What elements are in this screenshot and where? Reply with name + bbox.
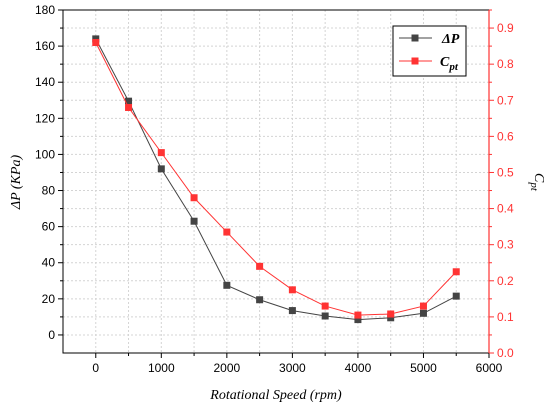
y-right-tick-label: 0.8 (497, 57, 514, 71)
series-marker-1 (354, 311, 362, 319)
series-marker-0 (190, 217, 198, 225)
y-right-tick-label: 0.9 (497, 21, 514, 35)
y-left-tick-label: 180 (35, 3, 55, 17)
y-right-tick-label: 0.7 (497, 93, 514, 107)
y-left-tick-label: 0 (48, 328, 55, 342)
series-marker-0 (288, 307, 296, 315)
y-left-tick-label: 60 (42, 220, 56, 234)
y-left-tick-label: 80 (42, 184, 56, 198)
series-marker-1 (387, 310, 395, 318)
y-left-tick-label: 160 (35, 39, 55, 53)
y-axis-right-title-sub: pt (528, 181, 540, 192)
x-tick-label: 6000 (476, 361, 503, 375)
y-axis-right-title: Cpt (528, 173, 546, 192)
series-marker-0 (256, 296, 264, 304)
y-right-tick-label: 0.5 (497, 165, 514, 179)
legend-marker-dp (411, 34, 419, 42)
x-tick-label: 3000 (279, 361, 306, 375)
y-right-tick-label: 0.6 (497, 129, 514, 143)
series-marker-1 (288, 286, 296, 294)
series-marker-0 (92, 35, 100, 43)
series-marker-0 (387, 314, 395, 322)
y-left-tick-label: 140 (35, 75, 55, 89)
series-marker-0 (223, 281, 231, 289)
series-marker-0 (419, 309, 427, 317)
y-right-tick-label: 0.2 (497, 274, 514, 288)
series-marker-1 (125, 103, 133, 111)
y-left-tick-label: 120 (35, 111, 55, 125)
series-line-1 (95, 42, 457, 316)
y-axis-right-title-main: C (531, 173, 546, 183)
legend-box (392, 25, 467, 77)
series (92, 35, 460, 324)
x-tick-label: 2000 (213, 361, 240, 375)
series-marker-1 (157, 149, 165, 157)
y-right-tick-label: 0.3 (497, 238, 514, 252)
series-marker-0 (125, 97, 133, 105)
legend-label-dp: ΔP (441, 32, 460, 47)
series-line-0 (95, 38, 457, 321)
series-marker-0 (321, 312, 329, 320)
y-left-tick-label: 20 (42, 292, 56, 306)
x-tick-label: 1000 (148, 361, 175, 375)
series-marker-0 (452, 292, 460, 300)
y-left-tick-label: 100 (35, 147, 55, 161)
svg-text:Cpt: Cpt (528, 173, 546, 192)
series-marker-0 (354, 316, 362, 324)
legend: ΔP Cpt (392, 25, 467, 77)
series-marker-1 (256, 262, 264, 270)
x-tick-label: 5000 (410, 361, 437, 375)
y-right-tick-label: 0.0 (497, 346, 514, 360)
x-tick-label: 4000 (345, 361, 372, 375)
series-marker-1 (419, 302, 427, 310)
x-tick-label: 0 (92, 361, 99, 375)
grid (63, 10, 489, 353)
y-right-tick-label: 0.1 (497, 310, 514, 324)
legend-marker-cpt (411, 57, 419, 65)
y-axis-left-title: ΔP (KPa) (9, 155, 24, 211)
series-marker-1 (190, 194, 198, 202)
x-axis-title: Rotational Speed (rpm) (209, 388, 342, 403)
axes: 0 1000 2000 3000 4000 5000 6000 0 20 40 60 80 100 120… (35, 3, 514, 375)
y-left-tick-label: 40 (42, 256, 56, 270)
y-right-tick-label: 0.4 (497, 202, 514, 216)
series-marker-0 (157, 165, 165, 173)
series-marker-1 (92, 38, 100, 46)
series-marker-1 (321, 302, 329, 310)
series-marker-1 (223, 228, 231, 236)
series-marker-1 (452, 268, 460, 276)
legend-label-cpt: Cpt (440, 55, 459, 73)
